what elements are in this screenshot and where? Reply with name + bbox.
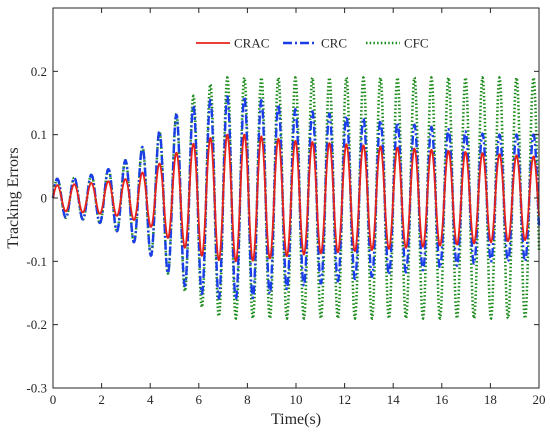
x-tick-label: 14 [387,392,401,407]
y-tick-label: 0.2 [31,64,47,79]
x-tick-label: 0 [50,392,57,407]
legend-label-cfc: CFC [404,36,429,51]
ticks-layer: 0 2 4 6 8 10 12 14 16 18 20 -0.3 -0.2 -0.1 0 0.1 0.2 [26,8,546,407]
x-tick-label: 12 [338,392,351,407]
x-tick-label: 16 [435,392,449,407]
y-tick-label: -0.2 [26,317,47,332]
x-tick-label: 10 [290,392,303,407]
y-tick-label: 0 [41,191,48,206]
x-axis-label: Time(s) [271,411,321,428]
x-tick-label: 20 [533,392,546,407]
legend-label-crc: CRC [321,36,347,51]
y-tick-label: -0.1 [26,254,47,269]
y-axis-label: Tracking Errors [5,147,22,248]
legend: CRAC CRC CFC [196,36,429,51]
legend-label-crac: CRAC [234,36,269,51]
series-line-crac [52,133,540,263]
x-tick-label: 8 [244,392,251,407]
x-tick-label: 18 [484,392,497,407]
y-tick-label: 0.1 [31,127,47,142]
series-layer [51,75,541,321]
x-tick-label: 4 [147,392,154,407]
y-tick-label: -0.3 [26,381,47,396]
x-tick-label: 6 [196,392,203,407]
x-tick-label: 2 [98,392,105,407]
series-line-cfc [51,75,541,321]
series-line-crc [51,95,541,301]
